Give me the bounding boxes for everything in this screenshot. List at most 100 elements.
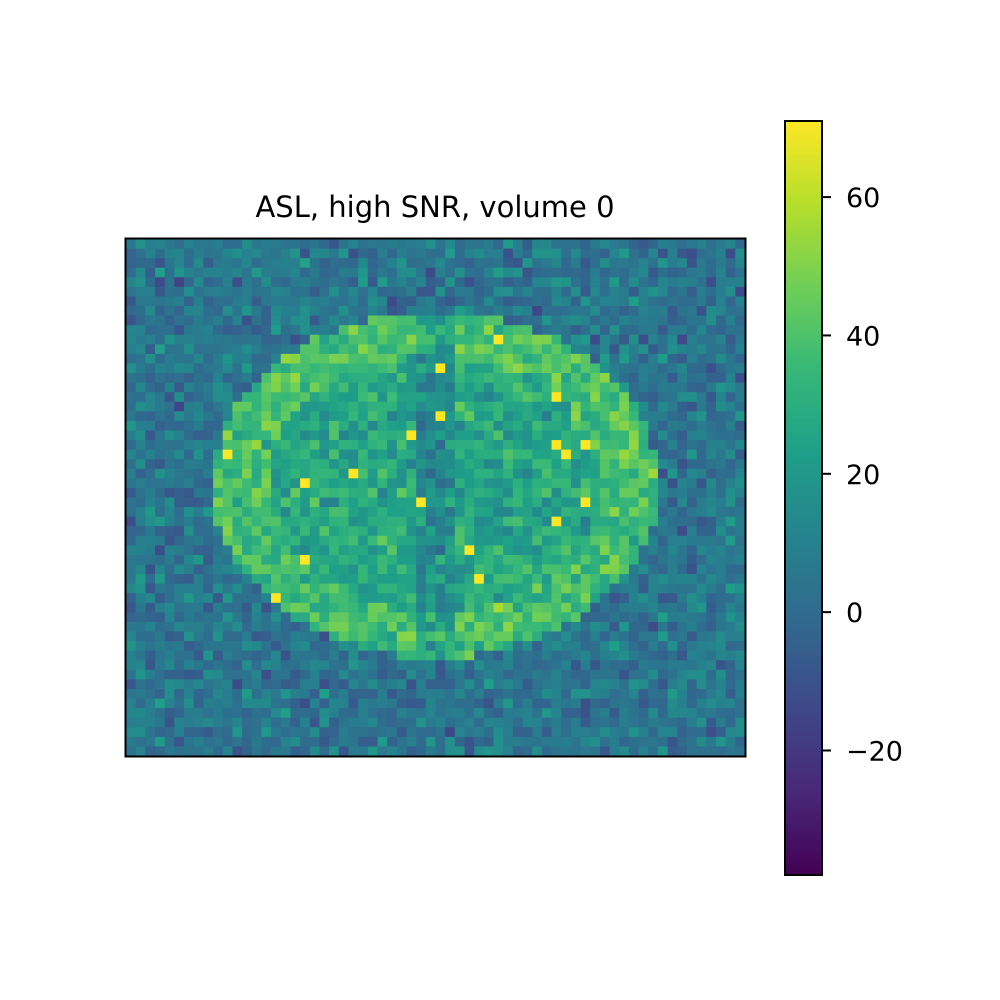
- heatmap-cell: [435, 267, 446, 278]
- heatmap-cell: [319, 401, 330, 412]
- heatmap-cell: [309, 363, 321, 374]
- heatmap-cell: [271, 382, 282, 393]
- heatmap-cell: [242, 545, 253, 556]
- heatmap-cell: [155, 621, 166, 633]
- heatmap-cell: [377, 545, 388, 556]
- heatmap-cell: [290, 564, 301, 575]
- heatmap-cell: [580, 669, 591, 680]
- heatmap-cell: [242, 373, 253, 384]
- heatmap-cell: [367, 602, 379, 613]
- heatmap-cell: [251, 430, 262, 441]
- heatmap-cell: [696, 679, 707, 690]
- heatmap-cell: [329, 574, 340, 585]
- heatmap-cell: [493, 717, 504, 728]
- heatmap-cell: [242, 239, 253, 250]
- heatmap-cell: [677, 736, 688, 748]
- heatmap-cell: [657, 574, 669, 585]
- heatmap-cell: [300, 526, 311, 537]
- heatmap-cell: [667, 306, 678, 317]
- heatmap-cell: [387, 669, 398, 680]
- heatmap-cell: [474, 564, 485, 575]
- heatmap-cell: [454, 583, 466, 594]
- heatmap-cell: [677, 688, 688, 700]
- heatmap-cell: [251, 574, 262, 585]
- heatmap-cell: [145, 382, 156, 393]
- heatmap-cell: [599, 392, 611, 403]
- heatmap-cell: [416, 535, 427, 546]
- heatmap-cell: [271, 239, 282, 250]
- heatmap-cell: [242, 248, 253, 259]
- heatmap-cell: [155, 526, 166, 537]
- heatmap-cell: [329, 363, 340, 374]
- heatmap-cell: [329, 411, 340, 422]
- heatmap-cell: [706, 583, 717, 594]
- heatmap-cell: [677, 325, 688, 336]
- heatmap-cell: [290, 478, 301, 489]
- heatmap-cell: [667, 411, 678, 422]
- heatmap-cell: [599, 583, 611, 594]
- heatmap-cell: [242, 277, 253, 288]
- heatmap-cell: [261, 497, 272, 508]
- heatmap-cell: [309, 612, 321, 623]
- heatmap-cell: [483, 727, 495, 738]
- heatmap-cell: [155, 248, 166, 259]
- heatmap-cell: [184, 526, 195, 537]
- heatmap-cell: [561, 746, 572, 757]
- heatmap-cell: [493, 688, 504, 700]
- heatmap-cell: [396, 554, 408, 566]
- heatmap-cell: [213, 267, 224, 278]
- heatmap-cell: [396, 353, 408, 365]
- heatmap-cell: [387, 411, 398, 422]
- heatmap-cell: [319, 564, 330, 575]
- heatmap-cell: [445, 583, 456, 594]
- heatmap-cell: [213, 621, 224, 633]
- heatmap-cell: [512, 325, 524, 336]
- heatmap-cell: [628, 727, 640, 738]
- heatmap-cell: [425, 564, 437, 575]
- heatmap-cell: [570, 679, 582, 690]
- heatmap-cell: [251, 459, 262, 470]
- heatmap-cell: [696, 449, 707, 460]
- heatmap-cell: [135, 430, 146, 441]
- heatmap-cell: [532, 478, 543, 489]
- heatmap-cell: [725, 526, 736, 537]
- heatmap-cell: [609, 669, 620, 680]
- heatmap-cell: [619, 239, 630, 250]
- heatmap-cell: [493, 440, 504, 451]
- heatmap-cell: [638, 669, 649, 680]
- heatmap-cell: [387, 507, 398, 518]
- heatmap-cell: [541, 277, 553, 288]
- heatmap-cell: [599, 535, 611, 546]
- heatmap-cell: [435, 497, 446, 508]
- heatmap-cell: [532, 612, 543, 623]
- heatmap-cell: [599, 688, 611, 700]
- heatmap-cell: [242, 736, 253, 748]
- heatmap-cell: [193, 717, 204, 728]
- heatmap-cell: [706, 621, 717, 633]
- heatmap-cell: [735, 708, 746, 719]
- heatmap-cell: [290, 660, 301, 671]
- heatmap-cell: [667, 660, 678, 671]
- heatmap-cell: [541, 746, 553, 757]
- heatmap-cell: [474, 420, 485, 432]
- heatmap-cell: [377, 717, 388, 728]
- heatmap-cell: [590, 468, 601, 479]
- heatmap-cell: [522, 286, 533, 298]
- heatmap-cell: [193, 315, 204, 326]
- heatmap-cell: [271, 516, 282, 527]
- heatmap-cell: [242, 554, 253, 566]
- heatmap-cell: [280, 574, 292, 585]
- heatmap-cell: [512, 344, 524, 355]
- heatmap-cell: [628, 420, 640, 432]
- heatmap-cell: [145, 497, 156, 508]
- heatmap-cell: [387, 420, 398, 432]
- heatmap-cell: [561, 258, 572, 269]
- heatmap-cell: [464, 660, 475, 671]
- heatmap-cell: [348, 621, 359, 633]
- heatmap-cell: [512, 564, 524, 575]
- heatmap-cell: [590, 641, 601, 652]
- heatmap-cell: [657, 315, 669, 326]
- heatmap-cell: [213, 526, 224, 537]
- heatmap-cell: [474, 373, 485, 384]
- heatmap-cell: [377, 679, 388, 690]
